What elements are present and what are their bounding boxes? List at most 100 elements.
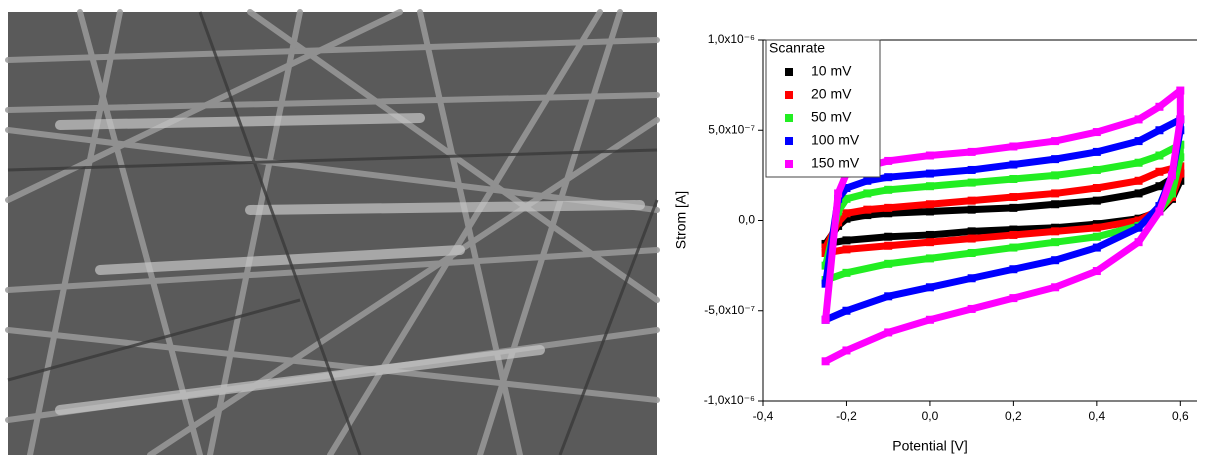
data-point bbox=[968, 249, 976, 257]
data-point bbox=[842, 245, 850, 253]
data-point bbox=[1093, 267, 1101, 275]
data-point bbox=[834, 189, 842, 197]
data-point bbox=[1135, 224, 1143, 232]
data-point bbox=[863, 177, 871, 185]
data-point bbox=[1135, 189, 1143, 197]
data-point bbox=[842, 236, 850, 244]
data-point bbox=[1135, 115, 1143, 123]
data-point bbox=[1155, 103, 1163, 111]
legend-marker bbox=[785, 68, 793, 76]
data-point bbox=[1051, 155, 1059, 163]
data-point bbox=[1176, 115, 1184, 123]
data-point bbox=[842, 307, 850, 315]
y-tick-label: -5,0x10⁻⁷ bbox=[704, 303, 755, 317]
legend-title: Scanrate bbox=[769, 40, 825, 56]
data-point bbox=[968, 305, 976, 313]
legend-marker bbox=[785, 91, 793, 99]
data-point bbox=[1051, 256, 1059, 264]
data-point bbox=[884, 328, 892, 336]
data-point bbox=[1135, 159, 1143, 167]
data-point bbox=[926, 207, 934, 215]
data-point bbox=[1155, 126, 1163, 134]
data-point bbox=[884, 157, 892, 165]
data-point bbox=[1051, 189, 1059, 197]
data-point bbox=[968, 227, 976, 235]
x-tick-label: 0,6 bbox=[1172, 409, 1189, 423]
data-point bbox=[1009, 161, 1017, 169]
data-point bbox=[1009, 231, 1017, 239]
data-point bbox=[1051, 283, 1059, 291]
data-point bbox=[1093, 128, 1101, 136]
data-point bbox=[884, 260, 892, 268]
x-tick-label: 0,4 bbox=[1089, 409, 1106, 423]
data-point bbox=[968, 197, 976, 205]
data-point bbox=[884, 292, 892, 300]
data-point bbox=[1009, 244, 1017, 252]
figure: Strom [A] Potential [V] -1,0x10⁻⁶-5,0x10… bbox=[0, 0, 1206, 455]
legend-label: 100 mV bbox=[811, 132, 860, 148]
data-point bbox=[1093, 148, 1101, 156]
data-point bbox=[884, 204, 892, 212]
data-point bbox=[1051, 171, 1059, 179]
data-point bbox=[1051, 137, 1059, 145]
data-point bbox=[926, 238, 934, 246]
data-point bbox=[842, 346, 850, 354]
data-point bbox=[1009, 193, 1017, 201]
data-point bbox=[926, 231, 934, 239]
data-point bbox=[968, 235, 976, 243]
y-tick-label: -1,0x10⁻⁶ bbox=[704, 393, 755, 407]
data-point bbox=[1009, 265, 1017, 273]
data-point bbox=[968, 206, 976, 214]
legend-label: 150 mV bbox=[811, 155, 860, 171]
data-point bbox=[1135, 177, 1143, 185]
data-point bbox=[1155, 168, 1163, 176]
data-point bbox=[1135, 137, 1143, 145]
data-point bbox=[968, 274, 976, 282]
data-point bbox=[1168, 171, 1176, 179]
y-tick-label: 5,0x10⁻⁷ bbox=[708, 122, 755, 136]
data-point bbox=[1093, 184, 1101, 192]
data-point bbox=[926, 283, 934, 291]
data-point bbox=[968, 166, 976, 174]
data-point bbox=[1009, 204, 1017, 212]
x-tick-label: -0,4 bbox=[753, 409, 774, 423]
data-point bbox=[1155, 182, 1163, 190]
legend-label: 50 mV bbox=[811, 109, 852, 125]
data-point bbox=[884, 173, 892, 181]
data-point bbox=[926, 170, 934, 178]
y-tick-label: 0,0 bbox=[738, 213, 755, 227]
data-point bbox=[926, 316, 934, 324]
legend-marker bbox=[785, 160, 793, 168]
data-point bbox=[1093, 197, 1101, 205]
sem-image bbox=[8, 12, 657, 455]
data-point bbox=[1093, 244, 1101, 252]
data-point bbox=[926, 152, 934, 160]
data-point bbox=[968, 148, 976, 156]
data-point bbox=[884, 186, 892, 194]
data-point bbox=[1009, 142, 1017, 150]
data-point bbox=[1051, 227, 1059, 235]
x-tick-label: -0,2 bbox=[836, 409, 857, 423]
data-point bbox=[1051, 200, 1059, 208]
data-point bbox=[1009, 175, 1017, 183]
data-point bbox=[822, 316, 830, 324]
data-point bbox=[1009, 294, 1017, 302]
data-point bbox=[822, 357, 830, 365]
x-tick-label: 0,0 bbox=[922, 409, 939, 423]
page: {"chart_data": {"type": "scatter", "xlab… bbox=[0, 0, 1206, 455]
data-point bbox=[884, 242, 892, 250]
data-point bbox=[968, 179, 976, 187]
data-point bbox=[926, 182, 934, 190]
legend-label: 20 mV bbox=[811, 86, 852, 102]
data-point bbox=[926, 254, 934, 262]
data-point bbox=[842, 209, 850, 217]
data-point bbox=[1051, 238, 1059, 246]
legend-marker bbox=[785, 137, 793, 145]
data-point bbox=[1135, 238, 1143, 246]
data-point bbox=[863, 206, 871, 214]
x-axis-label: Potential [V] bbox=[892, 438, 968, 454]
data-point bbox=[1176, 87, 1184, 95]
data-point bbox=[1155, 152, 1163, 160]
data-point bbox=[1093, 233, 1101, 241]
data-point bbox=[1093, 166, 1101, 174]
